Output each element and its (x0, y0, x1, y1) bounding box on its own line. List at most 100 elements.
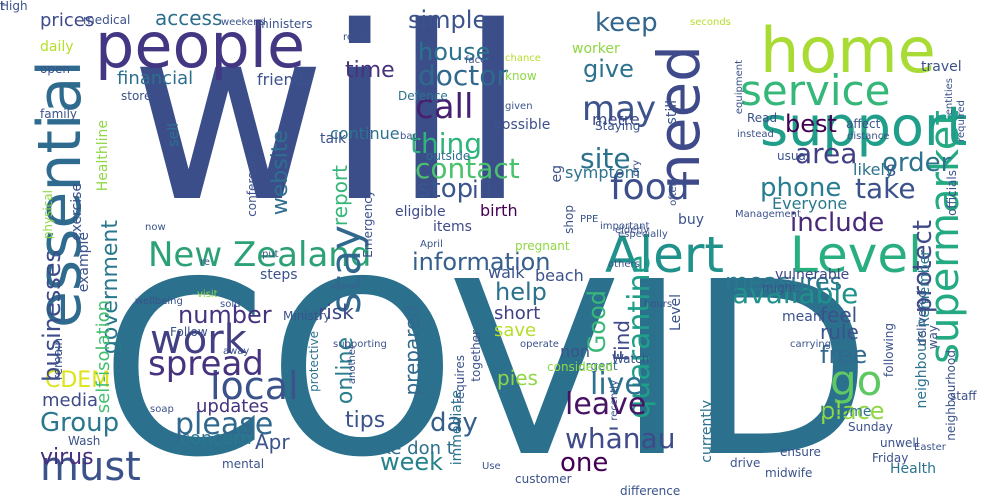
word-open: open (40, 62, 70, 76)
word-officials: officials (945, 170, 959, 216)
word-food: food (610, 167, 690, 208)
word-will: will (130, 0, 527, 255)
word-go: go (830, 356, 883, 405)
word-pregnant: pregnant (515, 239, 570, 253)
word-support: support (760, 95, 968, 158)
word-conference: conference (245, 150, 259, 217)
word-emergency: Emergency (361, 190, 375, 258)
word-friday: Friday (872, 451, 909, 465)
word-spread: spread (148, 344, 264, 384)
word-read: Read (747, 111, 778, 125)
word-re: re (200, 257, 211, 268)
word-might: might (762, 281, 797, 295)
word-may: may (582, 89, 657, 129)
word-new-zealand: New Zealand (148, 235, 372, 275)
word-access: access (155, 6, 223, 30)
word-use: Use (482, 461, 501, 472)
word-pies: pies (497, 366, 538, 390)
word-seconds: seconds (690, 17, 731, 28)
word-continue: continue (330, 124, 400, 143)
word-supporting: supporting (333, 339, 387, 350)
word-eligible: eligible (395, 204, 446, 220)
word-best: best (785, 110, 837, 138)
word-metre: metre (592, 110, 640, 129)
word-cdem: CDEM (45, 368, 111, 393)
word-put: put (262, 249, 279, 260)
word-dry: dry (631, 160, 642, 177)
word-ministers: ministers (257, 17, 313, 31)
word-tips: tips (345, 408, 386, 433)
word-family: family (40, 107, 78, 121)
word-worker: worker (572, 41, 620, 57)
word-april: April (420, 239, 443, 250)
word-leave: leave (565, 387, 647, 422)
word-neighbourhood: neighbourhood (944, 350, 958, 441)
word-self-isolation: self-isolation (93, 300, 114, 414)
word-available: available (732, 277, 859, 310)
word-given: given (505, 101, 533, 112)
word-distance: distance (847, 131, 890, 142)
word-know: know (505, 69, 537, 83)
word-follow: Follow (170, 325, 208, 339)
word-beach: beach (535, 266, 584, 285)
word-recently: recently (609, 380, 620, 421)
word-place: place (820, 397, 885, 425)
word-media: media (42, 390, 99, 411)
word-difference: difference (620, 484, 681, 498)
word-area: area (795, 137, 858, 170)
word-vulnerable: vulnerable (775, 267, 850, 283)
word-stop: stop (417, 174, 474, 204)
word-people: people (95, 9, 306, 82)
word-away: away (223, 346, 250, 357)
word-defence: Defence (398, 89, 448, 103)
word-entities: entities (944, 78, 955, 116)
word-staying: Staying (595, 119, 641, 133)
word-instead: instead (737, 129, 774, 140)
word-considered: considered (547, 360, 613, 374)
word-usual: usual (777, 149, 810, 163)
word-shop: shop (562, 205, 576, 234)
word-now: now (145, 222, 166, 233)
word-sold: sold (220, 299, 241, 310)
word-prices: prices (40, 10, 95, 31)
word-s: S (886, 161, 897, 180)
word-healthline: Healthline (95, 120, 111, 192)
word-must: must (40, 444, 141, 490)
word-please: please (175, 407, 274, 442)
word-sell: sell (166, 123, 182, 147)
word-another: another (347, 345, 358, 385)
word-likely: likely (853, 160, 895, 179)
word-medical: medical (83, 13, 131, 27)
word-watch: Watch (612, 352, 650, 366)
word-simple: simple (408, 6, 488, 34)
word-especially: especially (618, 229, 668, 240)
word-health: Health (890, 461, 936, 477)
word-sunday: Sunday (848, 420, 893, 434)
word-steps: steps (260, 267, 298, 283)
word-walk: walk (488, 263, 525, 282)
word-ensure: ensure (780, 445, 821, 459)
word-day: day (430, 408, 478, 438)
word-risk: risk (318, 300, 354, 324)
word-together: together (469, 330, 483, 382)
word-short: short (494, 303, 541, 324)
word-hours: hours (644, 299, 673, 310)
word-affect: affect (846, 117, 881, 131)
word-local: local (210, 364, 299, 408)
word-virus: virus (40, 445, 94, 470)
word-friends: friends (257, 70, 313, 89)
word-updates: updates (196, 396, 269, 417)
word-work: work (150, 317, 247, 363)
word-t: t (0, 0, 5, 13)
word-service: service (740, 66, 891, 115)
word-required: required (956, 100, 967, 142)
word-alert: Alert (605, 226, 725, 284)
word-urgent: urgent (578, 359, 618, 373)
word-items: items (433, 219, 472, 235)
word-include: include (790, 208, 885, 238)
word-live: live (590, 367, 643, 402)
word-high: High (0, 0, 28, 13)
word-covid: COVID (100, 230, 873, 500)
word-t: t (0, 0, 5, 13)
word-rule: rule (820, 320, 859, 344)
